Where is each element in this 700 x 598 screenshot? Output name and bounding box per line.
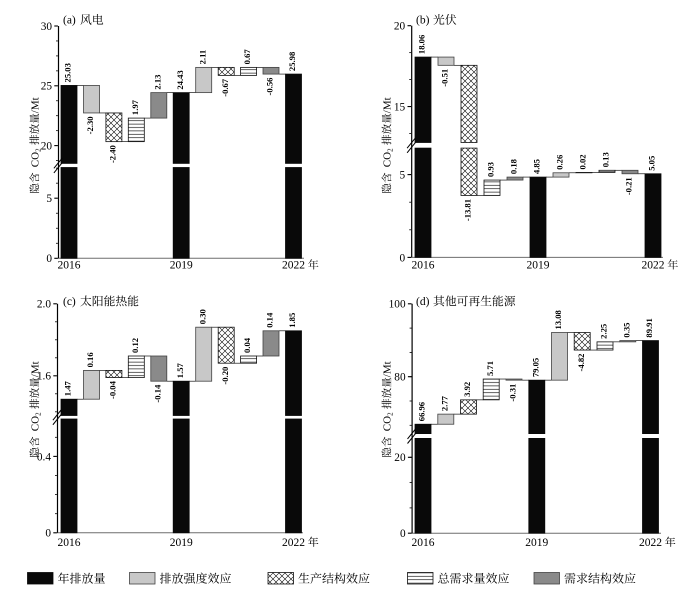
svg-text:2016: 2016 (58, 260, 81, 272)
svg-text:0: 0 (46, 253, 52, 265)
svg-text:80: 80 (394, 372, 406, 384)
svg-text:2019: 2019 (170, 260, 193, 272)
svg-text:0.30: 0.30 (197, 309, 207, 324)
svg-text:2022: 2022 (642, 260, 665, 272)
svg-text:-0.56: -0.56 (265, 77, 275, 96)
svg-text:1.57: 1.57 (175, 362, 185, 378)
svg-text:1.97: 1.97 (130, 99, 140, 115)
svg-text:2019: 2019 (527, 260, 550, 272)
svg-text:2.0: 2.0 (37, 299, 51, 311)
svg-text:-2.30: -2.30 (85, 116, 95, 134)
svg-text:25: 25 (41, 81, 53, 93)
svg-text:-0.14: -0.14 (152, 384, 162, 403)
svg-text:2022: 2022 (639, 537, 662, 549)
svg-text:0.4: 0.4 (37, 451, 51, 463)
svg-text:0: 0 (400, 252, 406, 264)
svg-text:13.08: 13.08 (553, 309, 563, 329)
svg-text:18.06: 18.06 (417, 34, 427, 54)
svg-text:-2.40: -2.40 (108, 145, 118, 163)
svg-text:/Mt: /Mt (29, 361, 41, 377)
svg-text:0.12: 0.12 (130, 338, 140, 353)
svg-text:20: 20 (394, 21, 406, 33)
svg-text:0.67: 0.67 (242, 49, 252, 65)
svg-text:4.85: 4.85 (532, 159, 542, 174)
svg-text:0.04: 0.04 (242, 337, 252, 353)
svg-text:-13.81: -13.81 (463, 199, 473, 221)
svg-text:0: 0 (45, 528, 51, 540)
svg-text:0.18: 0.18 (509, 158, 519, 174)
svg-text:0.35: 0.35 (621, 323, 631, 338)
svg-text:3.92: 3.92 (462, 382, 472, 397)
svg-text:CO: CO (29, 416, 41, 431)
svg-text:2019: 2019 (525, 537, 548, 549)
svg-text:-0.51: -0.51 (440, 69, 450, 87)
svg-text:-0.04: -0.04 (108, 380, 118, 399)
svg-text:CO: CO (382, 152, 394, 167)
svg-text:2016: 2016 (412, 260, 435, 272)
svg-text:2019: 2019 (170, 537, 193, 549)
svg-text:30: 30 (41, 21, 53, 33)
svg-text:66.96: 66.96 (417, 401, 427, 421)
svg-text:CO: CO (382, 416, 394, 431)
svg-text:/Mt: /Mt (29, 97, 41, 113)
svg-text:2.13: 2.13 (152, 75, 162, 90)
svg-text:100: 100 (389, 299, 406, 311)
svg-text:-0.31: -0.31 (508, 384, 518, 402)
svg-text:20: 20 (41, 141, 53, 153)
svg-text:5: 5 (400, 170, 406, 182)
svg-text:0.26: 0.26 (555, 154, 565, 170)
svg-text:25.98: 25.98 (287, 51, 297, 71)
svg-text:-0.67: -0.67 (220, 78, 230, 97)
svg-text:5.05: 5.05 (647, 156, 657, 171)
svg-text:0.14: 0.14 (265, 312, 275, 328)
svg-text:5: 5 (46, 193, 52, 205)
svg-text:/Mt: /Mt (382, 97, 394, 113)
svg-text:(c): (c) (63, 296, 76, 308)
svg-text:2016: 2016 (412, 537, 435, 549)
svg-text:2: 2 (35, 412, 43, 416)
svg-text:1.85: 1.85 (287, 313, 297, 328)
svg-text:2: 2 (35, 148, 43, 152)
svg-text:24.43: 24.43 (175, 70, 185, 89)
svg-text:2.77: 2.77 (439, 395, 449, 411)
svg-text:CO: CO (29, 152, 41, 167)
svg-text:/Mt: /Mt (382, 361, 394, 377)
svg-text:2022: 2022 (282, 537, 305, 549)
svg-text:0.13: 0.13 (601, 152, 611, 167)
svg-text:-0.20: -0.20 (220, 367, 230, 385)
svg-text:5.71: 5.71 (485, 361, 495, 376)
svg-text:2: 2 (387, 412, 395, 416)
svg-text:0: 0 (400, 528, 406, 540)
svg-text:1.47: 1.47 (63, 380, 73, 396)
svg-text:2.25: 2.25 (599, 324, 609, 339)
svg-text:25.03: 25.03 (63, 63, 73, 82)
svg-text:(b): (b) (416, 15, 430, 27)
svg-text:0.16: 0.16 (85, 352, 95, 368)
svg-text:2022: 2022 (282, 260, 305, 272)
svg-text:0.93: 0.93 (486, 162, 496, 177)
svg-text:0.02: 0.02 (578, 154, 588, 169)
svg-text:89.91: 89.91 (644, 318, 654, 337)
svg-text:(d): (d) (416, 296, 430, 308)
svg-text:2: 2 (387, 148, 395, 152)
svg-text:20: 20 (394, 452, 406, 464)
svg-text:-0.21: -0.21 (624, 177, 634, 195)
svg-text:1.6: 1.6 (37, 371, 51, 383)
svg-text:(a): (a) (63, 15, 76, 27)
svg-text:-4.82: -4.82 (576, 354, 586, 372)
svg-text:2016: 2016 (58, 537, 81, 549)
svg-text:15: 15 (394, 101, 406, 113)
svg-text:79.05: 79.05 (530, 358, 540, 377)
svg-text:2.11: 2.11 (197, 50, 207, 65)
